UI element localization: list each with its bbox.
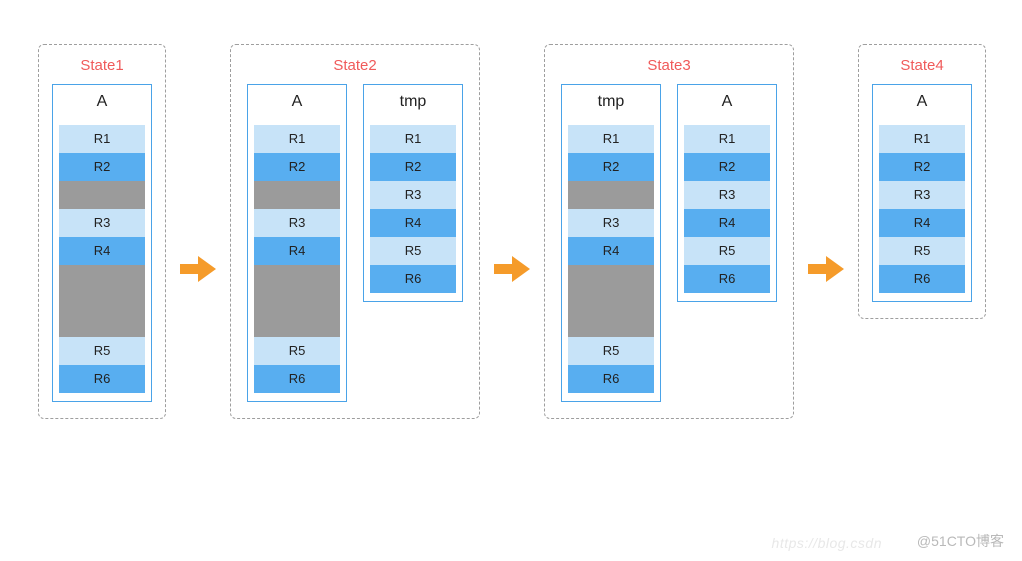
- cell: R4: [370, 209, 456, 237]
- state-3-table-tmp: tmp R1 R2 R3 R4 R5 R6: [561, 84, 661, 402]
- cell: R2: [684, 153, 770, 181]
- state-3-label: State3: [647, 57, 690, 74]
- cell: R3: [568, 209, 654, 237]
- diagram-canvas: State1 A R1 R2 R3 R4 R5 R6 State2 A: [0, 0, 1022, 419]
- arrow-icon: [492, 254, 532, 284]
- cell: R6: [684, 265, 770, 293]
- state-2-table-tmp: tmp R1 R2 R3 R4 R5 R6: [363, 84, 463, 302]
- cell: R3: [254, 209, 340, 237]
- arrow-1: [176, 44, 220, 284]
- cell: R3: [684, 181, 770, 209]
- cell: R5: [684, 237, 770, 265]
- state-3-table-tmp-title: tmp: [568, 93, 654, 111]
- state-1-label: State1: [80, 57, 123, 74]
- cell: R6: [59, 365, 145, 393]
- state-4-table-a-title: A: [879, 93, 965, 111]
- cell: R5: [254, 337, 340, 365]
- watermark-right: @51CTO博客: [917, 531, 1004, 551]
- state-1-tables: A R1 R2 R3 R4 R5 R6: [52, 84, 152, 402]
- cell: R1: [879, 125, 965, 153]
- state-2-table-a-title: A: [254, 93, 340, 111]
- cell: R3: [370, 181, 456, 209]
- state-2: State2 A R1 R2 R3 R4 R5 R6 tmp R1 R2 R3 …: [230, 44, 480, 419]
- cell: R4: [59, 237, 145, 265]
- arrow-icon: [178, 254, 218, 284]
- cell: R2: [370, 153, 456, 181]
- state-4-tables: A R1 R2 R3 R4 R5 R6: [872, 84, 972, 302]
- state-1: State1 A R1 R2 R3 R4 R5 R6: [38, 44, 166, 419]
- cell: R1: [59, 125, 145, 153]
- state-3-table-a-title: A: [684, 93, 770, 111]
- cell: R6: [568, 365, 654, 393]
- cell-gap-big: [568, 265, 654, 337]
- state-3-table-a: A R1 R2 R3 R4 R5 R6: [677, 84, 777, 302]
- cell: R5: [59, 337, 145, 365]
- state-1-table-a-title: A: [59, 93, 145, 111]
- arrow-2: [490, 44, 534, 284]
- cell: R5: [568, 337, 654, 365]
- arrow-icon: [806, 254, 846, 284]
- cell: R1: [568, 125, 654, 153]
- cell: R2: [254, 153, 340, 181]
- state-1-table-a: A R1 R2 R3 R4 R5 R6: [52, 84, 152, 402]
- cell: R1: [370, 125, 456, 153]
- cell: R4: [254, 237, 340, 265]
- state-4-label: State4: [900, 57, 943, 74]
- state-4: State4 A R1 R2 R3 R4 R5 R6: [858, 44, 986, 319]
- state-2-table-a: A R1 R2 R3 R4 R5 R6: [247, 84, 347, 402]
- cell: R3: [59, 209, 145, 237]
- cell: R4: [684, 209, 770, 237]
- cell: R6: [879, 265, 965, 293]
- cell-gap: [568, 181, 654, 209]
- arrow-3: [804, 44, 848, 284]
- cell: R2: [879, 153, 965, 181]
- cell: R6: [370, 265, 456, 293]
- state-4-table-a: A R1 R2 R3 R4 R5 R6: [872, 84, 972, 302]
- cell: R4: [568, 237, 654, 265]
- state-2-table-tmp-title: tmp: [370, 93, 456, 111]
- cell: R2: [59, 153, 145, 181]
- cell: R1: [254, 125, 340, 153]
- cell-gap: [254, 181, 340, 209]
- cell-gap: [59, 181, 145, 209]
- state-2-label: State2: [333, 57, 376, 74]
- watermark-left: https://blog.csdn: [772, 535, 882, 551]
- cell: R2: [568, 153, 654, 181]
- cell: R5: [370, 237, 456, 265]
- cell: R4: [879, 209, 965, 237]
- state-3-tables: tmp R1 R2 R3 R4 R5 R6 A R1 R2 R3 R4 R5 R…: [561, 84, 777, 402]
- cell-gap-big: [59, 265, 145, 337]
- cell: R6: [254, 365, 340, 393]
- state-3: State3 tmp R1 R2 R3 R4 R5 R6 A R1 R2 R3 …: [544, 44, 794, 419]
- cell: R1: [684, 125, 770, 153]
- cell-gap-big: [254, 265, 340, 337]
- cell: R5: [879, 237, 965, 265]
- cell: R3: [879, 181, 965, 209]
- state-2-tables: A R1 R2 R3 R4 R5 R6 tmp R1 R2 R3 R4 R5 R…: [247, 84, 463, 402]
